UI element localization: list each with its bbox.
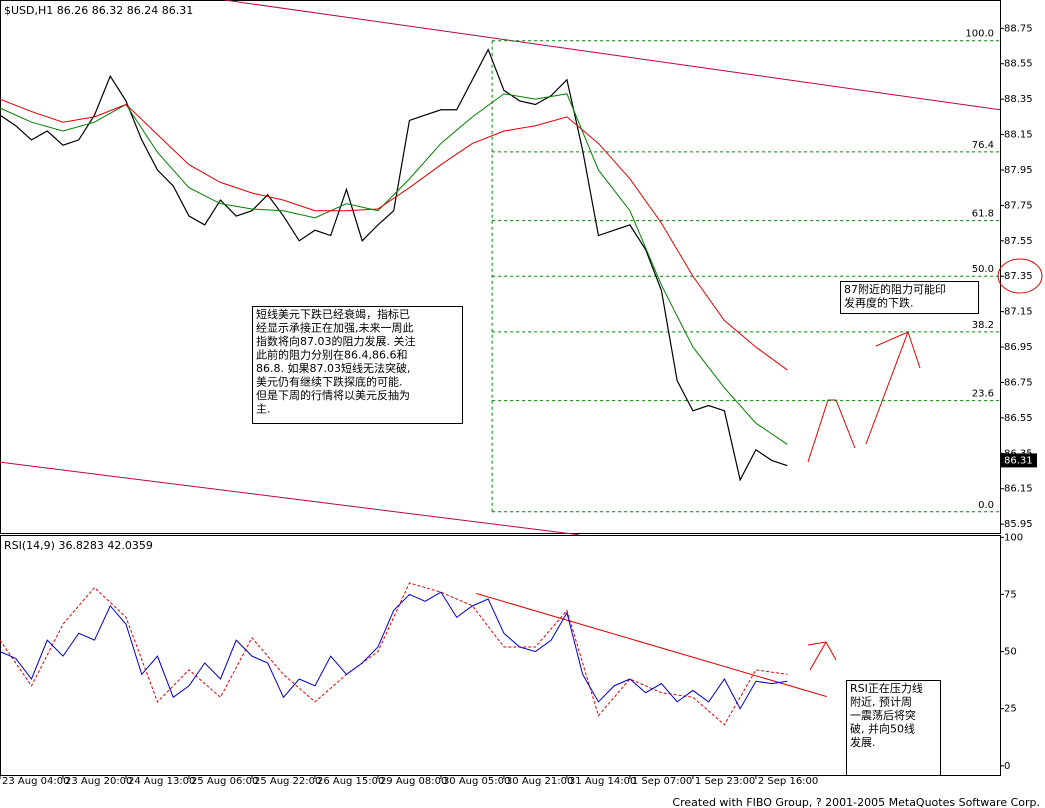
y-tick-label: 86.75 (1004, 377, 1033, 388)
annotation-box (252, 306, 463, 424)
annotation-text: 短线美元下跌已经衰竭，指标已 (256, 307, 410, 321)
x-tick-label: 25 Aug 06:00 (191, 776, 258, 787)
y-tick-label: 87.35 (1004, 271, 1033, 282)
series-line (0, 582, 788, 726)
annotation-text: 附近, 预计周 (850, 695, 912, 709)
y-tick-label: 88.55 (1004, 59, 1033, 70)
projection-arrow (809, 641, 827, 671)
price-panel (0, 0, 1001, 534)
y-tick-label: 88.75 (1004, 23, 1033, 34)
y-tick-label: 85.95 (1004, 519, 1033, 530)
annotation-text: 指数将向87.03的阻力发展. 关注 (256, 334, 415, 348)
x-tick-label: 30 Aug 05:00 (443, 776, 510, 787)
trendline (224, 0, 1001, 111)
fib-label: 50.0 (972, 264, 994, 275)
y-tick-label: 100 (1004, 532, 1023, 543)
arrow-head (807, 641, 837, 661)
annotation-text: 但是下周的行情将以美元反抽为 (256, 388, 410, 402)
y-tick-label: 88.15 (1004, 130, 1033, 141)
x-tick-label: 29 Aug 08:00 (380, 776, 447, 787)
x-tick-label: 25 Aug 22:00 (254, 776, 321, 787)
annotation-text: 87附近的阻力可能印 (844, 282, 946, 296)
annotation-text: 发展. (850, 735, 876, 749)
panel-header: $USD,H1 86.26 86.32 86.24 86.31 (4, 4, 193, 17)
annotation-text: 发再度的下跌. (844, 296, 914, 310)
rsi-panel (0, 535, 1001, 776)
annotation-text: 一震荡后将突 (850, 708, 916, 722)
fib-label: 38.2 (972, 320, 994, 331)
annotation-text: 破, 并向50线 (850, 722, 915, 736)
footer: Created with FIBO Group, ? 2001-2005 Met… (672, 796, 1040, 808)
x-tick-label: 23 Aug 04:00 (2, 776, 69, 787)
last-price-box (1001, 453, 1037, 468)
series-line (0, 93, 788, 445)
y-tick-label: 87.15 (1004, 307, 1033, 318)
trendline (0, 461, 579, 536)
annotation-text: RSI正在压力线 (850, 681, 923, 695)
last-price-label: 86.31 (1004, 455, 1033, 466)
x-tick-label: 26 Aug 15:00 (317, 776, 384, 787)
series-line (0, 98, 788, 371)
x-tick-label: 30 Aug 21:00 (506, 776, 573, 787)
panel-header: RSI(14,9) 36.8283 42.0359 (4, 539, 153, 552)
trendline (476, 593, 827, 698)
y-tick-label: 87.95 (1004, 165, 1033, 176)
fib-label: 61.8 (972, 209, 994, 220)
x-tick-label: 1 Sep 07:00 (632, 776, 692, 787)
y-tick-label: 88.35 (1004, 94, 1033, 105)
fib-label: 0.0 (978, 500, 994, 511)
annotation-text: 主. (256, 403, 271, 416)
arrow-head (875, 331, 921, 369)
series-line (0, 48, 788, 482)
x-tick-label: 23 Aug 20:00 (65, 776, 132, 787)
annotation-box (846, 680, 941, 776)
y-tick-label: 75 (1004, 589, 1017, 600)
annotation-text: 美元仍有继续下跌探底的可能. (256, 375, 403, 389)
annotation-box (840, 281, 979, 314)
y-tick-label: 87.75 (1004, 200, 1033, 211)
x-tick-label: 1 Sep 23:00 (695, 776, 755, 787)
series-line (0, 591, 788, 710)
y-tick-label: 86.15 (1004, 484, 1033, 495)
y-tick-label: 87.55 (1004, 236, 1033, 247)
y-tick-label: 50 (1004, 647, 1017, 658)
annotation-text: 此前的阻力分别在86.4,86.6和 (256, 348, 407, 362)
fib-label: 100.0 (965, 29, 994, 40)
y-tick-label: 0 (1004, 761, 1010, 772)
x-tick-label: 2 Sep 16:00 (758, 776, 818, 787)
y-tick-label: 25 (1004, 704, 1017, 715)
y-tick-label: 86.95 (1004, 342, 1033, 353)
x-tick-label: 31 Aug 14:00 (569, 776, 636, 787)
annotation-text: 经显示承接正在加强,未来一周此 (256, 322, 414, 335)
projection-arrow (865, 331, 909, 445)
y-tick-label: 86.55 (1004, 413, 1033, 424)
x-tick-label: 24 Aug 13:00 (128, 776, 195, 787)
annotation-text: 86.8. 如果87.03短线无法突破, (256, 361, 410, 375)
fib-label: 23.6 (972, 389, 994, 400)
projection-arrow (807, 399, 856, 463)
fib-label: 76.4 (972, 140, 994, 151)
